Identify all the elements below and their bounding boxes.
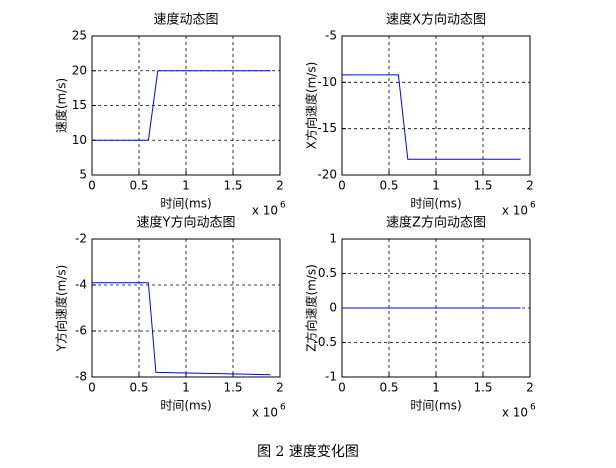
y-tick-label: 0 <box>329 301 337 315</box>
y-tick-label: 25 <box>72 29 87 43</box>
x-tick-label: 0 <box>338 179 346 193</box>
chart-title: 速度X方向动态图 <box>386 12 486 28</box>
y-tick-label: -10 <box>317 75 337 89</box>
x-axis-label: 时间(ms) <box>410 399 461 413</box>
x-scale-base: x 10 <box>502 204 528 218</box>
y-tick-label: -20 <box>317 168 337 182</box>
x-scale-exponent: 6 <box>530 403 536 413</box>
x-tick-label: 1.5 <box>473 179 492 193</box>
x-tick-label: 0.5 <box>379 179 398 193</box>
x-tick-label: 1.5 <box>473 381 492 395</box>
x-tick-label: 2 <box>276 179 284 193</box>
x-tick-label: 0.5 <box>379 381 398 395</box>
chart-title: 速度Y方向动态图 <box>137 215 236 231</box>
y-tick-label: 0.5 <box>318 266 337 280</box>
x-scale-base: x 10 <box>502 406 528 420</box>
x-tick-label: 2 <box>526 179 534 193</box>
y-tick-label: -1 <box>325 370 337 384</box>
y-tick-label: 5 <box>79 168 87 182</box>
y-tick-label: -4 <box>75 278 87 292</box>
x-tick-label: 2 <box>276 381 284 395</box>
data-line <box>92 282 271 376</box>
chart-title: 速度动态图 <box>153 12 218 28</box>
x-tick-label: 0.5 <box>129 179 148 193</box>
y-axis-label: X方向速度(m/s) <box>304 62 319 150</box>
x-scale-base: x 10 <box>252 406 278 420</box>
y-tick-label: -0.5 <box>314 335 337 349</box>
data-line <box>342 74 521 160</box>
figure-caption: 图 2 速度变化图 <box>257 444 359 460</box>
y-tick-label: 15 <box>72 98 87 112</box>
data-line <box>92 70 271 141</box>
x-scale-exponent: 6 <box>280 403 286 413</box>
y-tick-label: -8 <box>75 370 87 384</box>
y-tick-label: -6 <box>75 324 87 338</box>
x-tick-label: 1 <box>432 179 440 193</box>
x-tick-label: 1 <box>432 381 440 395</box>
axes-box <box>91 238 281 378</box>
x-axis-label: 时间(ms) <box>160 399 211 413</box>
y-axis-label: Z方向速度(m/s) <box>304 264 319 352</box>
x-tick-label: 2 <box>526 381 534 395</box>
y-tick-label: -15 <box>317 121 337 135</box>
x-scale-exponent: 6 <box>530 201 536 211</box>
axes-box <box>341 35 531 176</box>
x-axis-label: 时间(ms) <box>410 197 461 211</box>
y-tick-label: 20 <box>72 63 87 77</box>
x-scale-base: x 10 <box>252 204 278 218</box>
x-tick-label: 0 <box>338 381 346 395</box>
x-tick-label: 0.5 <box>129 381 148 395</box>
y-tick-label: -5 <box>325 29 337 43</box>
y-axis-label: 速度(m/s) <box>54 78 69 133</box>
x-axis-label: 时间(ms) <box>160 197 211 211</box>
x-tick-label: 1 <box>182 381 190 395</box>
y-tick-label: -2 <box>75 232 87 246</box>
x-tick-label: 1 <box>182 179 190 193</box>
y-tick-label: 1 <box>329 232 337 246</box>
x-tick-label: 0 <box>88 381 96 395</box>
chart-title: 速度Z方向动态图 <box>386 215 486 231</box>
x-tick-label: 1.5 <box>223 381 242 395</box>
axes-box <box>91 35 281 176</box>
x-tick-label: 0 <box>88 179 96 193</box>
y-tick-label: 10 <box>72 133 87 147</box>
x-tick-label: 1.5 <box>223 179 242 193</box>
y-axis-label: Y方向速度(m/s) <box>54 265 69 353</box>
x-scale-exponent: 6 <box>280 201 286 211</box>
axes-box <box>341 238 531 378</box>
